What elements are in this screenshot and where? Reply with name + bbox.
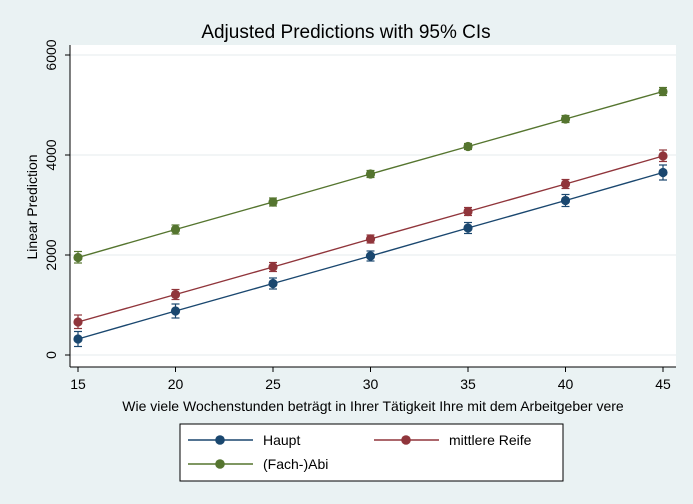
- series-1: [73, 149, 668, 330]
- data-point: [268, 262, 278, 272]
- data-point: [73, 334, 83, 344]
- series-0: [73, 164, 668, 348]
- x-tick-label: 20: [168, 376, 184, 392]
- data-point: [365, 234, 376, 244]
- data-point: [658, 167, 668, 178]
- y-tick-label: 0: [43, 351, 59, 359]
- y-axis-label: Linear Prediction: [24, 154, 40, 259]
- data-point: [170, 289, 181, 300]
- axes-layer: 0 2000 4000 6000 15 20 25 30 35 40 45: [43, 39, 676, 392]
- data-point: [73, 317, 83, 327]
- data-point: [170, 306, 181, 316]
- x-tick-label: 45: [655, 376, 671, 392]
- legend-label: (Fach-)Abi: [263, 456, 328, 472]
- data-point: [463, 141, 473, 152]
- x-tick-label: 25: [265, 376, 281, 392]
- legend-item-2: (Fach-)Abi: [188, 456, 328, 472]
- plot-area: [70, 45, 676, 367]
- data-point: [73, 252, 83, 263]
- legend-marker: [401, 435, 411, 445]
- x-tick-label: 35: [460, 376, 476, 392]
- data-point: [463, 206, 473, 217]
- data-point: [560, 195, 571, 206]
- data-point: [463, 223, 473, 233]
- legend-marker: [215, 435, 225, 445]
- data-point: [365, 251, 376, 261]
- x-axis-label: Wie viele Wochenstunden beträgt in Ihrer…: [122, 398, 624, 414]
- chart-title: Adjusted Predictions with 95% CIs: [201, 22, 490, 43]
- data-point: [268, 278, 278, 289]
- x-tick-label: 40: [558, 376, 574, 392]
- legend-marker: [215, 459, 225, 469]
- data-point: [658, 151, 668, 161]
- data-point: [170, 224, 181, 235]
- legend: Haupt mittlere Reife (Fach-)Abi: [188, 432, 532, 472]
- legend-box: [179, 423, 564, 482]
- data-point: [560, 179, 571, 189]
- legend-label: mittlere Reife: [449, 432, 532, 448]
- legend-label: Haupt: [263, 432, 300, 448]
- data-point: [658, 86, 668, 97]
- series-layer: [73, 86, 668, 348]
- y-tick-label: 2000: [43, 239, 59, 270]
- x-tick-label: 30: [363, 376, 379, 392]
- series-2: [73, 86, 668, 264]
- data-point: [560, 114, 571, 124]
- data-point: [268, 197, 278, 207]
- data-point: [365, 169, 376, 179]
- legend-item-1: mittlere Reife: [374, 432, 532, 448]
- y-tick-label: 4000: [43, 139, 59, 170]
- x-tick-label: 15: [70, 376, 86, 392]
- y-tick-label: 6000: [43, 39, 59, 70]
- grid-layer: [70, 54, 676, 356]
- legend-item-0: Haupt: [188, 432, 300, 448]
